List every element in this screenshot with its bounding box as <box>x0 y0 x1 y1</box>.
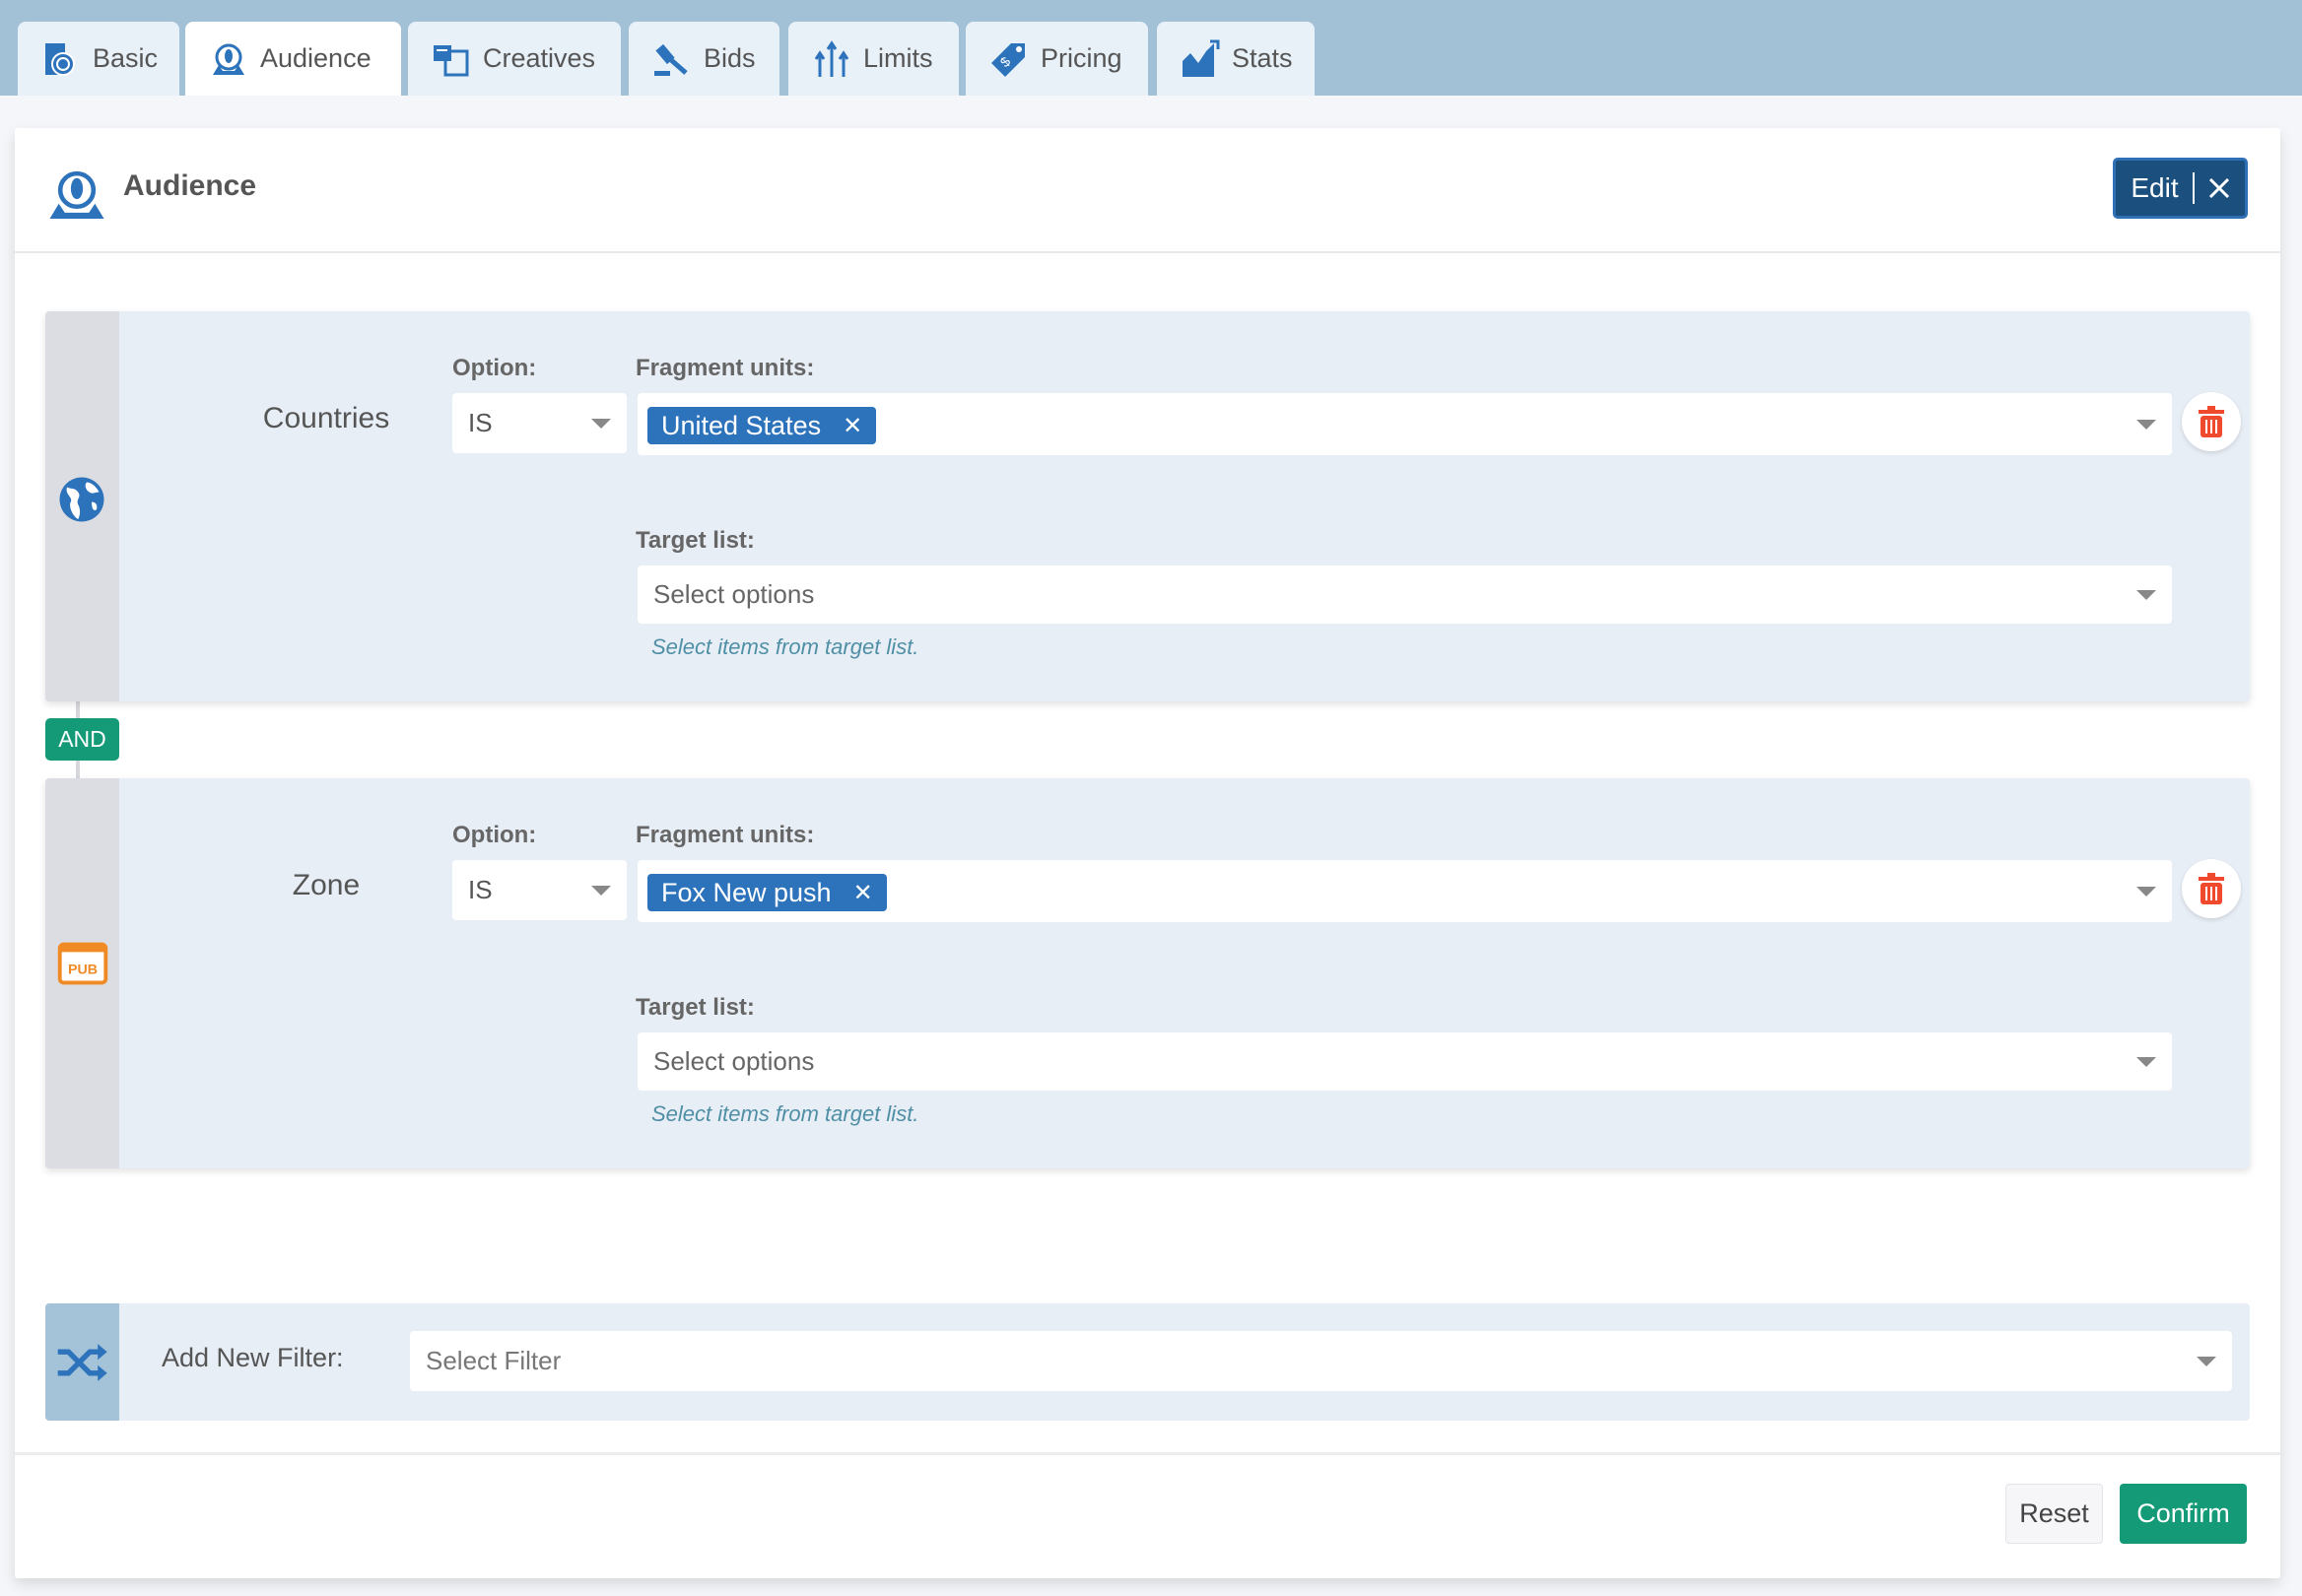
and-badge: AND <box>45 718 119 761</box>
svg-text:PUB: PUB <box>68 962 98 977</box>
delete-filter-button[interactable] <box>2182 392 2241 451</box>
target-list-label: Target list: <box>636 994 755 1021</box>
limits-arrows-icon <box>814 39 849 77</box>
tab-stats[interactable]: Stats <box>1157 22 1315 96</box>
fragment-units-label: Fragment units: <box>636 355 815 381</box>
tab-label: Stats <box>1232 43 1293 73</box>
delete-filter-button[interactable] <box>2182 859 2241 918</box>
tab-label: Limits <box>863 43 933 73</box>
price-tag-icon: $ <box>991 42 1025 77</box>
tab-audience[interactable]: Audience <box>185 22 401 96</box>
tab-label: Pricing <box>1041 43 1122 73</box>
shuffle-icon <box>57 1344 107 1381</box>
remove-chip-icon[interactable]: ✕ <box>852 879 873 906</box>
target-list-select[interactable]: Select options <box>638 565 2172 624</box>
chevron-down-icon <box>2136 589 2156 600</box>
add-filter-label: Add New Filter: <box>162 1343 344 1372</box>
tab-label: Audience <box>260 43 372 73</box>
filter-countries: Countries Option: IS Fragment units: Uni… <box>45 311 2250 701</box>
target-list-hint: Select items from target list. <box>651 634 919 659</box>
chevron-down-icon <box>2136 1056 2156 1067</box>
tab-limits[interactable]: Limits <box>788 22 959 96</box>
fragment-units-label: Fragment units: <box>636 822 815 848</box>
pub-icon: PUB <box>57 942 108 985</box>
trash-icon <box>2199 406 2224 437</box>
tab-label: Creatives <box>483 43 596 73</box>
tab-label: Basic <box>93 43 159 73</box>
tab-basic[interactable]: Basic <box>18 22 179 96</box>
filter-zone: PUB Zone Option: IS Fragment units: Fox … <box>45 778 2250 1168</box>
add-filter-row: Add New Filter: Select Filter <box>45 1303 2250 1421</box>
chip-label: United States <box>661 410 822 440</box>
filter-name: Countries <box>262 402 390 434</box>
header-divider <box>15 251 2280 253</box>
creatives-icon <box>434 44 469 76</box>
reset-button[interactable]: Reset <box>2005 1484 2103 1544</box>
chip-label: Fox New push <box>661 877 832 907</box>
audience-icon <box>213 43 244 75</box>
remove-chip-icon[interactable]: ✕ <box>843 412 863 439</box>
chevron-down-icon <box>2197 1356 2216 1366</box>
chevron-down-icon <box>2136 886 2156 897</box>
divider <box>2192 172 2195 204</box>
trash-icon <box>2199 873 2224 904</box>
target-list-label: Target list: <box>636 527 755 554</box>
target-list-select[interactable]: Select options <box>638 1032 2172 1091</box>
tab-pricing[interactable]: $ Pricing <box>966 22 1148 96</box>
tab-bids[interactable]: Bids <box>629 22 779 96</box>
page-title: Audience <box>123 169 257 202</box>
chevron-down-icon <box>591 418 611 429</box>
option-select[interactable]: IS <box>452 860 627 920</box>
close-icon[interactable] <box>2208 177 2230 199</box>
fragment-units-select[interactable]: Fox New push ✕ <box>638 860 2172 922</box>
option-value: IS <box>468 875 493 904</box>
option-label: Option: <box>452 822 537 848</box>
gavel-icon <box>654 43 688 76</box>
stats-chart-icon <box>1183 39 1220 77</box>
filter-name: Zone <box>292 869 361 901</box>
selected-chip: United States ✕ <box>647 407 877 444</box>
selected-chip: Fox New push ✕ <box>647 874 887 911</box>
target-list-hint: Select items from target list. <box>651 1101 919 1126</box>
audience-icon <box>49 170 104 219</box>
stopwatch-clipboard-icon <box>45 42 75 76</box>
option-label: Option: <box>452 355 537 381</box>
option-value: IS <box>468 408 493 437</box>
tab-bar: Basic Audience Creatives Bids Limits $ P… <box>0 0 2302 96</box>
chevron-down-icon <box>2136 419 2156 430</box>
target-list-placeholder: Select options <box>653 1046 815 1076</box>
select-filter-dropdown[interactable]: Select Filter <box>410 1331 2232 1391</box>
footer-divider <box>15 1452 2280 1455</box>
edit-close-button[interactable]: Edit <box>2113 158 2248 219</box>
confirm-button[interactable]: Confirm <box>2120 1484 2247 1544</box>
chevron-down-icon <box>591 885 611 896</box>
tab-creatives[interactable]: Creatives <box>408 22 621 96</box>
edit-label: Edit <box>2131 172 2179 203</box>
select-filter-placeholder: Select Filter <box>426 1346 562 1375</box>
target-list-placeholder: Select options <box>653 579 815 609</box>
option-select[interactable]: IS <box>452 393 627 453</box>
globe-icon <box>59 477 104 522</box>
fragment-units-select[interactable]: United States ✕ <box>638 393 2172 455</box>
tab-label: Bids <box>704 43 756 73</box>
